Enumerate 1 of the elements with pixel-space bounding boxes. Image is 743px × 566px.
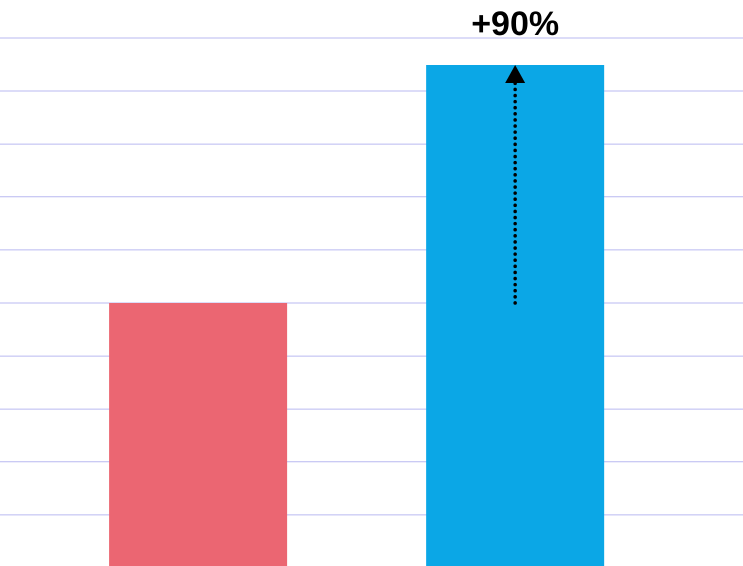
text: +90% [471, 5, 560, 43]
